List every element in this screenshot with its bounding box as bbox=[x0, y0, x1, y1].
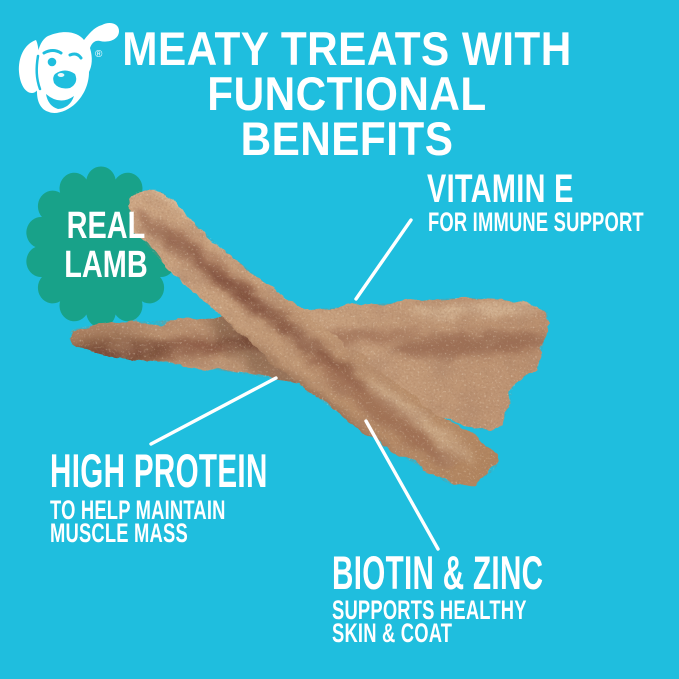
badge-line-2: LAMB bbox=[64, 244, 148, 286]
dog-head-icon bbox=[18, 23, 119, 119]
callout-subtitle-biotin-zinc-2: SKIN & COAT bbox=[332, 618, 453, 648]
headline-line-1: MEATY TREATS WITH bbox=[122, 22, 572, 75]
headline: MEATY TREATS WITH FUNCTIONAL BENEFITS bbox=[87, 22, 607, 165]
dog-logo bbox=[18, 23, 119, 119]
badge-line-1: REAL bbox=[66, 205, 146, 247]
callout-line-high-protein bbox=[149, 376, 278, 446]
headline-line-2: FUNCTIONAL BENEFITS bbox=[207, 67, 487, 165]
callout-subtitle-biotin-zinc-1: SUPPORTS HEALTHY bbox=[332, 595, 527, 625]
callout-subtitle-high-protein-2: MUSCLE MASS bbox=[50, 518, 188, 548]
callout-title-biotin-zinc: BIOTIN & ZINC bbox=[332, 546, 544, 599]
callout-subtitle-high-protein-1: TO HELP MAINTAIN bbox=[50, 495, 226, 525]
callout-line-biotin-zinc bbox=[364, 419, 440, 551]
callout-subtitle-vitamin-e: FOR IMMUNE SUPPORT bbox=[428, 207, 644, 237]
registered-trademark: ® bbox=[95, 49, 103, 60]
callout-title-high-protein: HIGH PROTEIN bbox=[50, 444, 268, 497]
callout-title-vitamin-e: VITAMIN E bbox=[427, 167, 574, 211]
callout-line-vitamin-e bbox=[354, 218, 413, 301]
real-lamb-badge-text: REAL LAMB bbox=[41, 207, 171, 285]
